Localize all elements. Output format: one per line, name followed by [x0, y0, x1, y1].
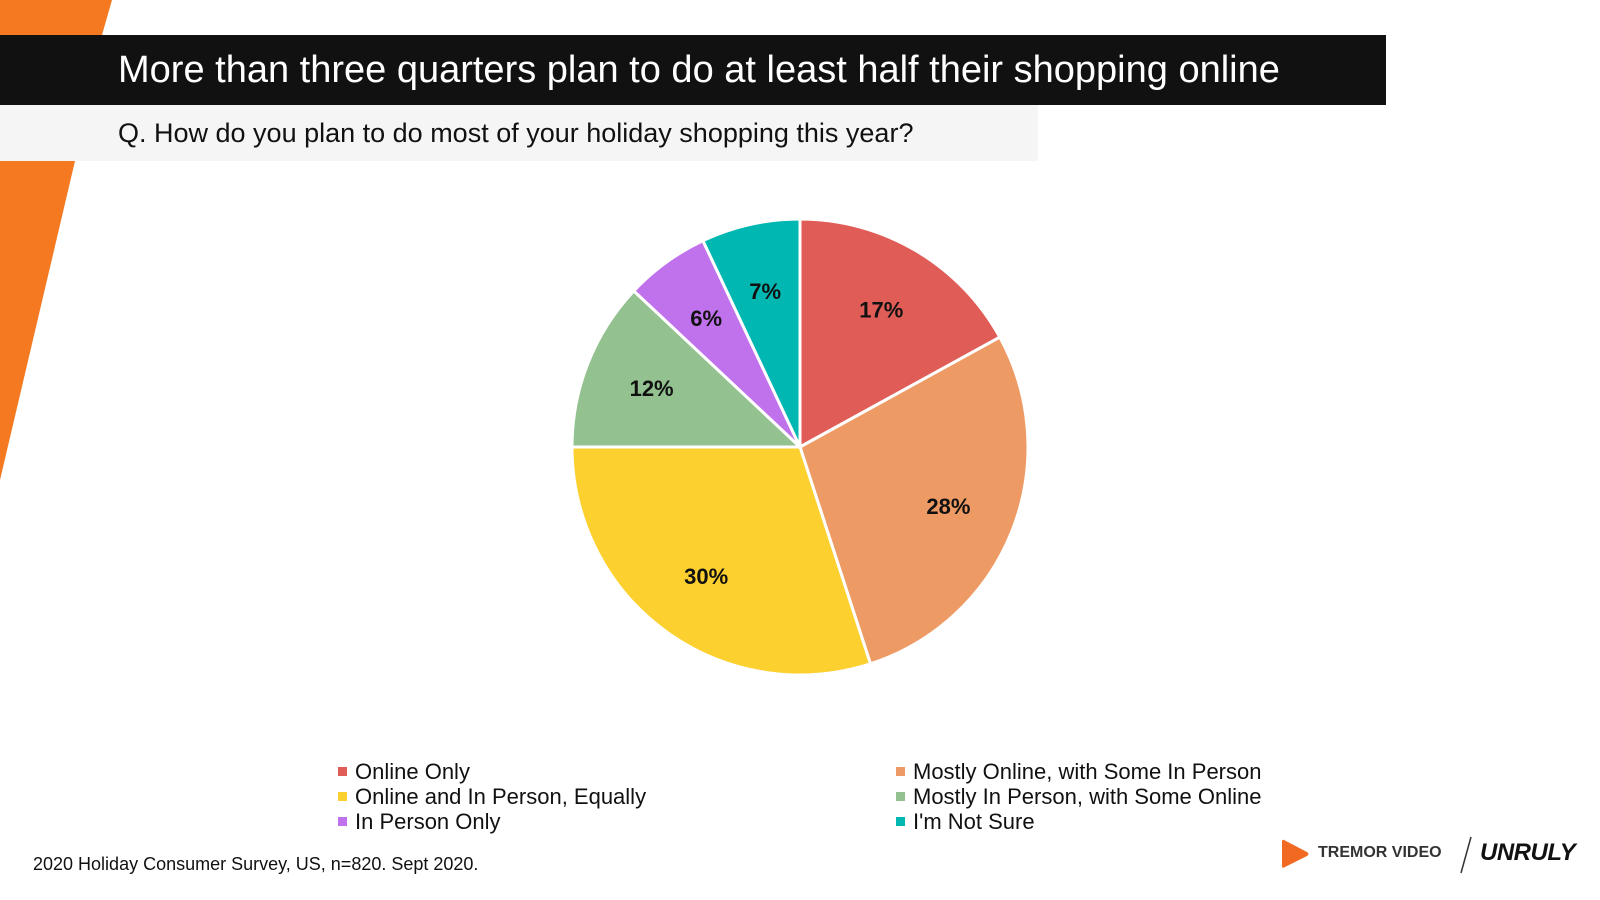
legend-swatch	[896, 792, 905, 801]
pie-slice-0	[798, 217, 1002, 449]
pie-slices	[570, 217, 1030, 677]
tremor-video-logo: TREMOR VIDEO	[1318, 844, 1442, 861]
pie-data-label-0: 17%	[859, 298, 903, 323]
legend-item-mostly-online: Mostly Online, with Some In Person	[896, 759, 1296, 784]
brand-logos: TREMOR VIDEO UNRULY	[1280, 835, 1580, 875]
legend-item-not-sure: I'm Not Sure	[896, 809, 1296, 834]
pie-slice-3	[570, 289, 802, 449]
legend-swatch	[896, 817, 905, 826]
pie-data-label-2: 30%	[684, 564, 728, 589]
logo-divider	[1460, 836, 1472, 874]
legend-item-in-person-only: In Person Only	[338, 809, 896, 834]
legend-item-online-and-in-person: Online and In Person, Equally	[338, 784, 896, 809]
pie-data-label-1: 28%	[926, 494, 970, 519]
accent-stripe	[0, 0, 112, 480]
pie-chart: 17% 28% 30% 12% 6% 7%	[570, 217, 1030, 677]
legend-label: Mostly In Person, with Some Online	[913, 784, 1262, 809]
pie-labels: 17% 28% 30% 12% 6% 7%	[630, 279, 971, 589]
page-subtitle: Q. How do you plan to do most of your ho…	[0, 105, 1038, 161]
pie-data-label-5: 7%	[749, 279, 781, 304]
legend-item-online-only: Online Only	[338, 759, 896, 784]
legend-swatch	[338, 792, 347, 801]
accent-stripe-top	[0, 0, 112, 35]
legend-swatch	[896, 767, 905, 776]
source-footnote: 2020 Holiday Consumer Survey, US, n=820.…	[33, 854, 479, 874]
legend-label: I'm Not Sure	[913, 809, 1035, 834]
pie-slice-2	[570, 445, 872, 677]
legend-label: Online and In Person, Equally	[355, 784, 647, 809]
pie-data-label-4: 6%	[690, 306, 722, 331]
legend-item-mostly-in-person: Mostly In Person, with Some Online	[896, 784, 1296, 809]
page-title: More than three quarters plan to do at l…	[0, 35, 1386, 105]
unruly-logo: UNRULY	[1480, 839, 1576, 866]
legend-label: In Person Only	[355, 809, 501, 834]
legend-swatch	[338, 767, 347, 776]
pie-slice-1	[798, 335, 1030, 666]
tremor-play-icon	[1282, 839, 1309, 868]
accent-stripe-bottom	[0, 161, 75, 480]
legend-label: Mostly Online, with Some In Person	[913, 759, 1262, 784]
pie-slice-5	[701, 217, 802, 449]
pie-data-label-3: 12%	[630, 376, 674, 401]
chart-legend: Online Only Mostly Online, with Some In …	[338, 759, 1298, 834]
legend-label: Online Only	[355, 759, 470, 784]
legend-swatch	[338, 817, 347, 826]
